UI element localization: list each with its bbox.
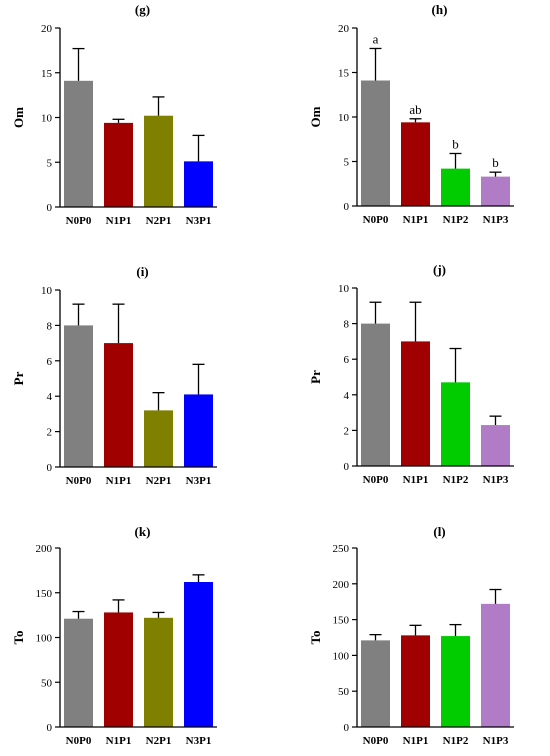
y-tick-label: 0 bbox=[47, 202, 53, 214]
panel-title: (h) bbox=[432, 2, 448, 17]
x-tick-label: N3P1 bbox=[186, 215, 212, 227]
panel-title: (k) bbox=[135, 524, 151, 539]
bar bbox=[481, 176, 510, 206]
bar bbox=[481, 603, 510, 727]
bar bbox=[104, 343, 133, 467]
bar bbox=[104, 612, 133, 727]
x-tick-label: N1P2 bbox=[443, 214, 469, 226]
bar bbox=[184, 582, 213, 727]
x-tick-label: N1P1 bbox=[403, 474, 429, 486]
x-tick-label: N2P1 bbox=[146, 735, 172, 747]
bar bbox=[144, 410, 173, 467]
y-tick-label: 0 bbox=[47, 462, 53, 474]
y-tick-label: 8 bbox=[344, 319, 350, 331]
bar bbox=[64, 325, 93, 467]
bar bbox=[441, 382, 470, 466]
x-tick-label: N1P2 bbox=[443, 735, 469, 747]
bar bbox=[401, 635, 430, 727]
x-tick-label: N1P1 bbox=[403, 214, 429, 226]
y-tick-label: 4 bbox=[344, 390, 350, 402]
y-axis-label: Pr bbox=[11, 371, 26, 385]
y-axis-label: Om bbox=[308, 106, 323, 127]
x-tick-label: N1P3 bbox=[483, 214, 509, 226]
y-tick-label: 0 bbox=[47, 722, 53, 734]
y-tick-label: 10 bbox=[41, 285, 53, 297]
y-tick-label: 200 bbox=[36, 543, 53, 555]
x-tick-label: N0P0 bbox=[363, 214, 389, 226]
y-axis-label: Pr bbox=[308, 370, 323, 384]
panel-title: (l) bbox=[433, 524, 445, 539]
y-tick-label: 0 bbox=[344, 722, 350, 734]
x-tick-label: N1P1 bbox=[106, 735, 132, 747]
x-tick-label: N1P3 bbox=[483, 735, 509, 747]
y-tick-label: 2 bbox=[344, 425, 350, 437]
bar bbox=[441, 636, 470, 727]
y-tick-label: 50 bbox=[338, 686, 350, 698]
y-tick-label: 6 bbox=[47, 356, 53, 368]
x-tick-label: N2P1 bbox=[146, 215, 172, 227]
y-tick-label: 250 bbox=[333, 543, 350, 555]
y-tick-label: 20 bbox=[338, 23, 350, 35]
significance-label: ab bbox=[409, 102, 421, 117]
y-tick-label: 2 bbox=[47, 427, 53, 439]
x-tick-label: N2P1 bbox=[146, 475, 172, 487]
x-tick-label: N3P1 bbox=[186, 735, 212, 747]
y-tick-label: 10 bbox=[41, 113, 53, 125]
y-tick-label: 6 bbox=[344, 354, 350, 366]
y-tick-label: 200 bbox=[333, 579, 350, 591]
y-tick-label: 15 bbox=[41, 68, 53, 80]
bar bbox=[104, 122, 133, 207]
x-tick-label: N0P0 bbox=[66, 215, 92, 227]
bar bbox=[441, 168, 470, 206]
panel-title: (g) bbox=[135, 2, 150, 17]
bar bbox=[481, 425, 510, 466]
x-tick-label: N1P1 bbox=[106, 475, 132, 487]
bar bbox=[361, 80, 390, 206]
y-tick-label: 100 bbox=[333, 650, 350, 662]
y-tick-label: 15 bbox=[338, 68, 350, 80]
y-tick-label: 0 bbox=[344, 201, 350, 213]
significance-label: b bbox=[492, 155, 499, 170]
panel-title: (i) bbox=[136, 264, 148, 279]
bar bbox=[401, 122, 430, 206]
y-tick-label: 5 bbox=[344, 157, 350, 169]
x-tick-label: N1P2 bbox=[443, 474, 469, 486]
y-tick-label: 10 bbox=[338, 112, 350, 124]
bar bbox=[184, 161, 213, 207]
bar bbox=[64, 618, 93, 727]
bar bbox=[401, 341, 430, 466]
x-tick-label: N1P3 bbox=[483, 474, 509, 486]
y-tick-label: 4 bbox=[47, 391, 53, 403]
y-tick-label: 5 bbox=[47, 157, 53, 169]
x-tick-label: N0P0 bbox=[66, 735, 92, 747]
y-tick-label: 8 bbox=[47, 320, 53, 332]
x-tick-label: N3P1 bbox=[186, 475, 212, 487]
y-tick-label: 100 bbox=[36, 633, 53, 645]
y-axis-label: To bbox=[11, 631, 26, 645]
y-tick-label: 150 bbox=[36, 588, 53, 600]
panel-title: (j) bbox=[433, 262, 446, 277]
bar bbox=[184, 394, 213, 467]
significance-label: a bbox=[373, 31, 379, 46]
y-axis-label: Om bbox=[11, 107, 26, 128]
y-tick-label: 10 bbox=[338, 283, 350, 295]
y-axis-label: To bbox=[308, 631, 323, 645]
x-tick-label: N1P1 bbox=[106, 215, 132, 227]
x-tick-label: N0P0 bbox=[66, 475, 92, 487]
y-tick-label: 20 bbox=[41, 23, 53, 35]
bar bbox=[64, 80, 93, 207]
x-tick-label: N0P0 bbox=[363, 735, 389, 747]
bar bbox=[361, 640, 390, 727]
y-tick-label: 150 bbox=[333, 615, 350, 627]
bar bbox=[361, 323, 390, 466]
y-tick-label: 0 bbox=[344, 461, 350, 473]
x-tick-label: N1P1 bbox=[403, 735, 429, 747]
bar bbox=[144, 115, 173, 207]
y-tick-label: 50 bbox=[41, 677, 53, 689]
bar bbox=[144, 617, 173, 727]
x-tick-label: N0P0 bbox=[363, 474, 389, 486]
significance-label: b bbox=[452, 136, 459, 151]
